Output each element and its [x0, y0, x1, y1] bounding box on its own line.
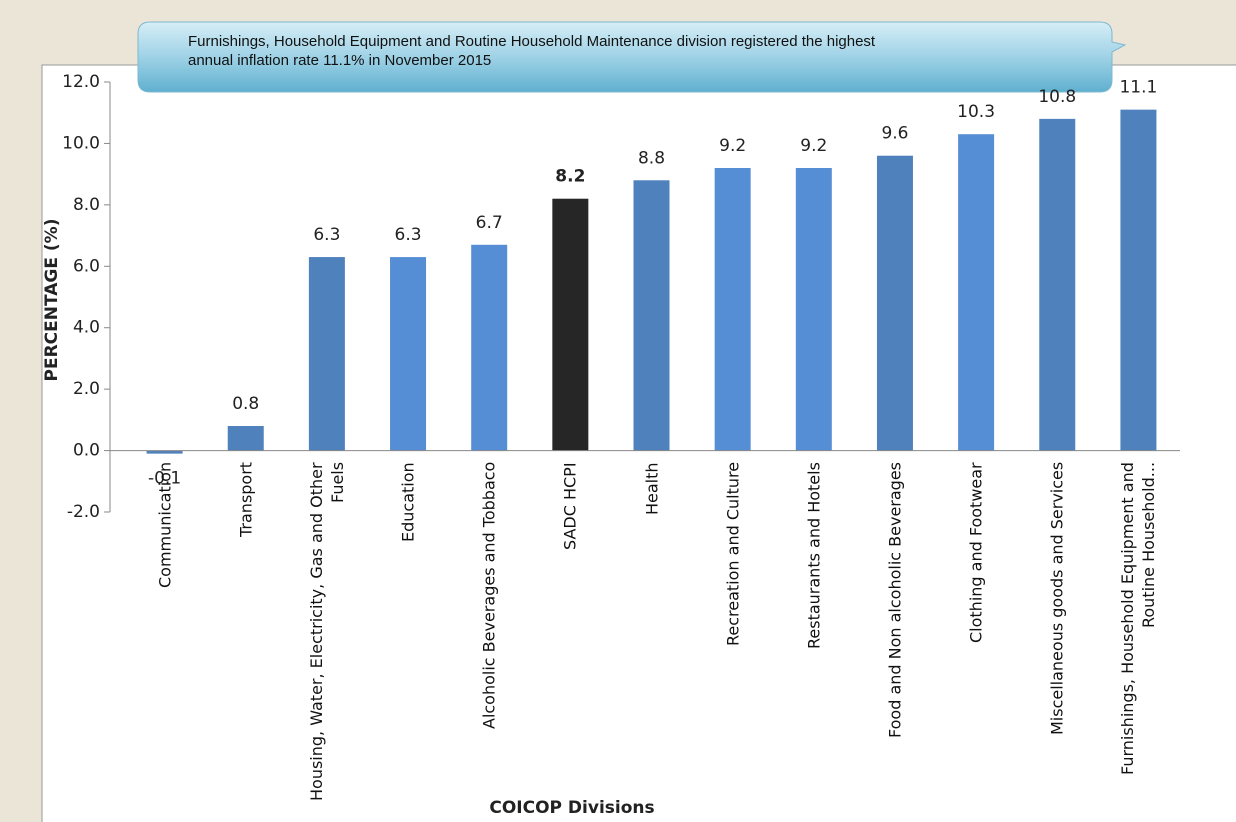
x-tick-label: Housing, Water, Electricity, Gas and Oth…	[306, 462, 347, 801]
value-label: 10.3	[957, 102, 995, 122]
value-label: 6.3	[313, 225, 340, 245]
bar	[552, 198, 589, 451]
value-label: 9.6	[881, 124, 908, 144]
value-label: 9.2	[719, 136, 746, 156]
x-tick-label: Food and Non alcoholic Beverages	[885, 462, 905, 739]
x-tick-label: Alcoholic Beverages and Tobbaco	[479, 462, 499, 730]
value-label: 11.1	[1119, 78, 1157, 98]
bar	[146, 450, 183, 454]
x-tick-label: Restaurants and Hotels	[804, 462, 824, 649]
bar	[1039, 118, 1076, 451]
bar	[308, 257, 345, 451]
bar	[390, 257, 427, 451]
bar	[471, 244, 508, 451]
x-tick-label: Clothing and Footwear	[966, 462, 986, 643]
y-tick-label: 6.0	[73, 256, 100, 276]
x-tick-label: Recreation and Culture	[723, 462, 743, 647]
x-tick-label: Miscellaneous goods and Services	[1047, 462, 1067, 736]
y-tick-label: 0.0	[73, 441, 100, 461]
value-label: 6.3	[395, 225, 422, 245]
value-label: 8.2	[555, 167, 585, 187]
value-label: -0.1	[148, 469, 181, 489]
x-tick-label: Health	[642, 462, 661, 515]
x-tick-label: Transport	[236, 462, 256, 538]
annotation: Furnishings, Household Equipment and Rou…	[188, 33, 876, 69]
y-axis-title: PERCENTAGE (%)	[42, 219, 62, 382]
y-tick-label: 10.0	[62, 133, 100, 153]
y-tick-label: 4.0	[73, 318, 100, 338]
bar	[958, 134, 995, 451]
value-label: 8.8	[638, 148, 665, 168]
value-label: 10.8	[1038, 87, 1076, 107]
callout	[137, 21, 1127, 93]
y-tick-label: -2.0	[67, 502, 100, 522]
bar	[795, 168, 832, 451]
x-tick-label: Education	[398, 462, 418, 542]
bar	[1120, 109, 1157, 451]
bar	[714, 168, 751, 451]
x-tick-label: Communication	[155, 462, 175, 589]
x-axis-title: COICOP Divisions	[489, 798, 654, 818]
bar	[633, 180, 670, 451]
value-label: 6.7	[476, 213, 503, 233]
y-tick-label: 12.0	[62, 72, 100, 92]
x-tick-label: Furnishings, Household Equipment and Rou…	[1118, 462, 1159, 775]
x-tick-label: SADC HCPI	[560, 462, 580, 550]
y-tick-label: 2.0	[73, 379, 100, 399]
y-tick-label: 8.0	[73, 195, 100, 215]
value-label: 0.8	[232, 394, 259, 414]
bar	[876, 155, 913, 451]
bar	[227, 426, 264, 451]
value-label: 9.2	[800, 136, 827, 156]
